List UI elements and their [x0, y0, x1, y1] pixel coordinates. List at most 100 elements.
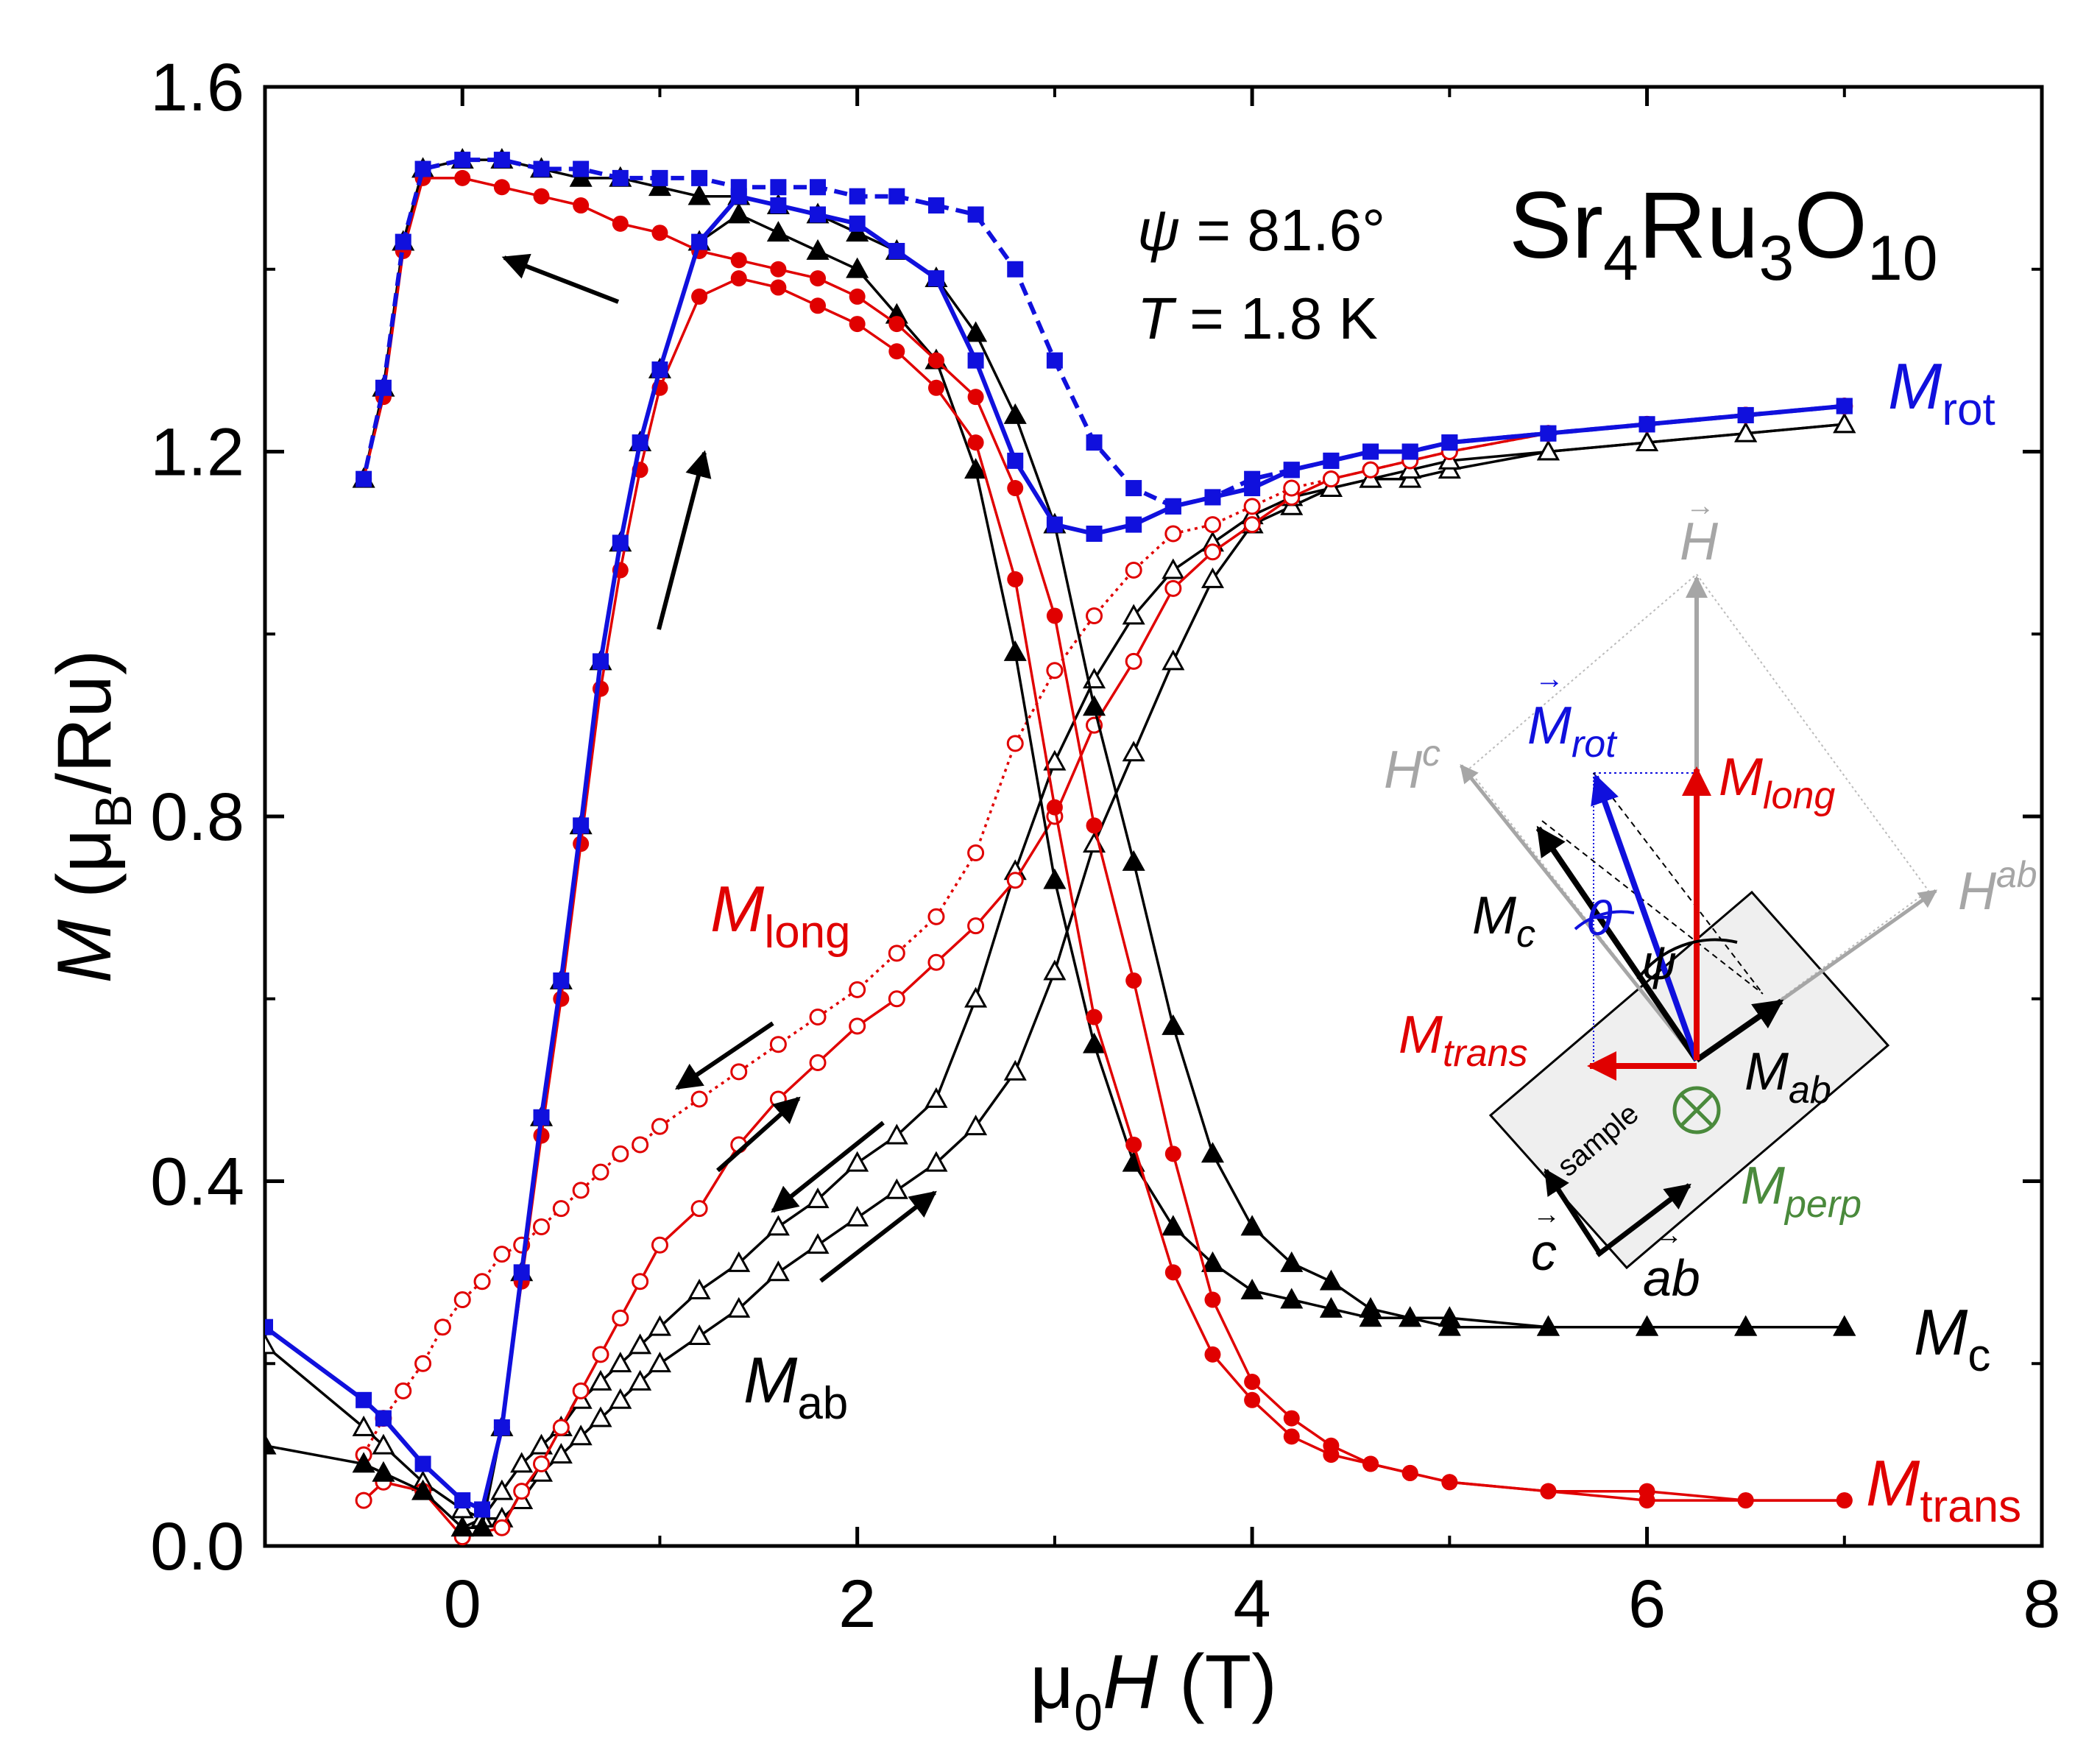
data-point — [1007, 452, 1024, 469]
data-point — [809, 1053, 827, 1071]
theta-arc — [1574, 910, 1635, 931]
data-point — [1734, 1315, 1758, 1336]
data-point — [730, 252, 747, 269]
data-point — [573, 197, 590, 214]
data-point — [1243, 516, 1261, 534]
data-point — [888, 343, 905, 360]
inset-Hab-label: Hab — [1958, 854, 2037, 921]
data-point — [612, 1145, 629, 1162]
data-point — [687, 184, 711, 205]
data-point — [1086, 817, 1103, 834]
data-point — [1164, 498, 1181, 515]
data-point — [569, 166, 593, 187]
data-point — [1003, 403, 1027, 424]
data-point — [925, 1151, 948, 1172]
label-M-long: Mlong — [710, 872, 851, 958]
data-point — [1540, 425, 1557, 442]
data-point — [1125, 480, 1142, 497]
data-point — [849, 316, 866, 333]
series-M_c-up — [265, 202, 1856, 1537]
data-point — [1125, 516, 1142, 533]
arrow-down-ab — [771, 1120, 885, 1213]
data-point — [375, 379, 392, 396]
data-point — [810, 270, 827, 287]
data-point — [1540, 1483, 1557, 1500]
data-point — [1046, 799, 1063, 816]
temperature-parameter: T = 1.8 K — [1137, 286, 1378, 351]
data-point — [372, 1461, 395, 1482]
material-formula: Sr4Ru3O10 — [1509, 173, 1938, 294]
data-point — [651, 169, 668, 186]
data-point — [1046, 516, 1063, 533]
inset-theta-label: θ — [1586, 891, 1613, 945]
sample-ab-axis — [1595, 1183, 1691, 1257]
data-point — [1280, 1288, 1304, 1309]
data-point — [1204, 1291, 1221, 1308]
data-point — [1319, 1296, 1343, 1318]
inset-Mab-label: Mab — [1744, 1042, 1831, 1112]
data-point — [1162, 1215, 1185, 1236]
data-point — [529, 1433, 554, 1455]
data-point — [1082, 1032, 1106, 1053]
data-point — [1283, 1410, 1300, 1427]
data-point — [1441, 434, 1458, 451]
data-point — [1086, 434, 1103, 451]
data-point — [632, 1273, 649, 1291]
data-point — [609, 1352, 632, 1373]
data-point — [1162, 558, 1185, 579]
data-point — [1244, 1374, 1261, 1391]
data-point — [964, 1115, 988, 1136]
data-point — [927, 197, 944, 214]
data-point — [552, 1200, 570, 1218]
data-point — [810, 179, 827, 196]
label-M-rot: Mrot — [1888, 350, 1995, 435]
data-point — [967, 389, 984, 406]
y-tick-label-3: 1.2 — [150, 415, 244, 490]
data-point — [1636, 1315, 1659, 1336]
arrow-up-long — [716, 1096, 801, 1173]
vector-Mrot — [1591, 774, 1700, 1062]
data-point — [1046, 607, 1063, 624]
data-point — [849, 1017, 866, 1035]
data-point — [513, 1483, 531, 1500]
data-point — [414, 1355, 432, 1372]
data-point — [885, 1123, 908, 1145]
x-tick-label-3: 6 — [1628, 1567, 1666, 1642]
data-point — [612, 534, 629, 551]
data-point — [1164, 1145, 1181, 1162]
data-point — [849, 215, 866, 232]
inset-Hc-label: Hc — [1384, 732, 1440, 799]
data-point — [967, 844, 985, 862]
data-point — [533, 1109, 550, 1126]
label-M-trans: Mtrans — [1866, 1447, 2021, 1532]
arrow-up-sweep-rise — [657, 450, 712, 630]
data-point — [766, 221, 790, 242]
data-point — [1536, 439, 1560, 461]
x-tick-label-1: 2 — [838, 1567, 876, 1642]
data-point — [1323, 1437, 1340, 1454]
data-point — [1201, 567, 1225, 588]
data-point — [1007, 480, 1024, 497]
data-point — [1244, 1391, 1261, 1408]
data-point — [1359, 1296, 1382, 1318]
data-point — [549, 1443, 573, 1464]
data-point — [434, 1318, 451, 1336]
data-point — [510, 1452, 534, 1473]
data-point — [1283, 1428, 1300, 1445]
data-point — [925, 1087, 948, 1108]
data-point — [493, 152, 510, 169]
data-point — [846, 1151, 869, 1172]
data-point — [1006, 735, 1024, 752]
data-point — [1204, 489, 1221, 506]
data-point — [1003, 1059, 1027, 1081]
data-point — [355, 1491, 372, 1509]
data-point — [1125, 562, 1142, 579]
data-point — [1399, 1306, 1422, 1327]
data-point — [1836, 1492, 1853, 1509]
helper-mab-dash — [1593, 772, 1764, 995]
data-point — [1280, 1251, 1304, 1272]
data-point — [651, 361, 668, 378]
data-point — [612, 215, 629, 232]
data-point — [629, 1369, 652, 1391]
